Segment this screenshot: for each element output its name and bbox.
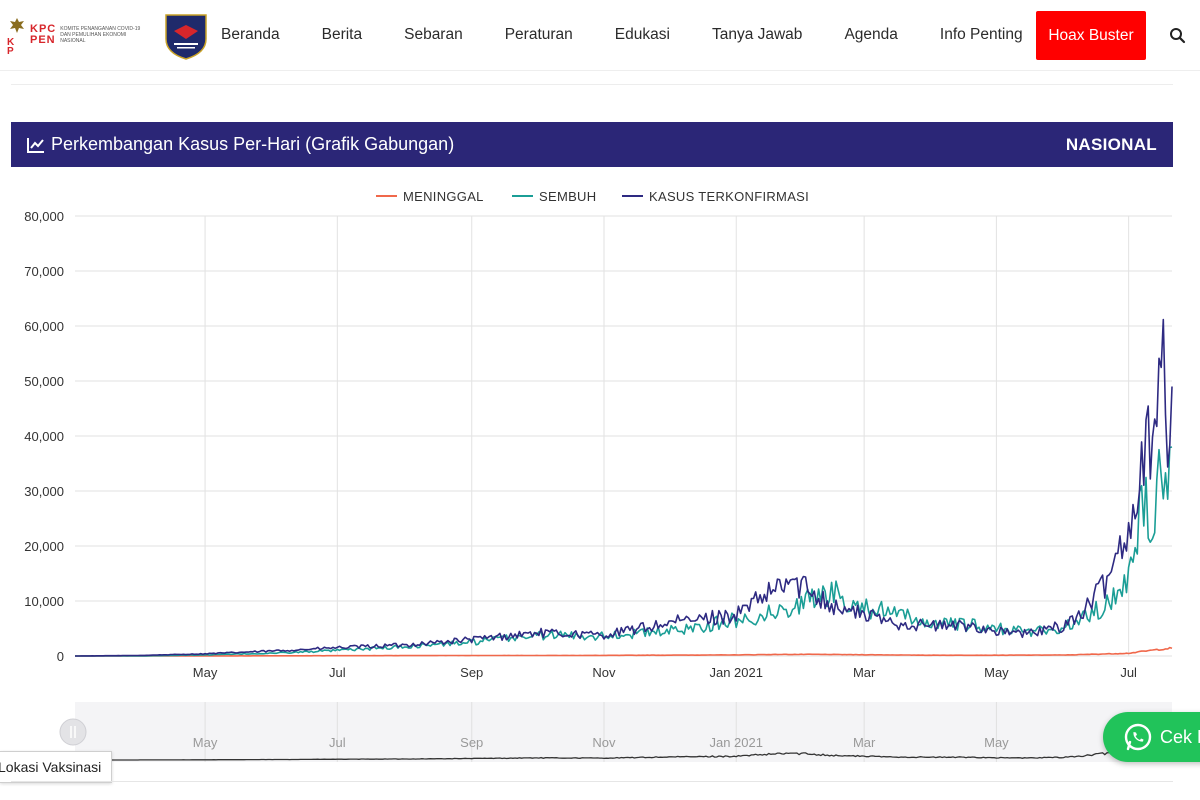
x-tick-label: Jul (329, 665, 346, 680)
daily-cases-chart: MENINGGAL SEMBUH KASUS TERKONFIRMASI 0 10,0… (24, 189, 1173, 762)
hoax-buster-button[interactable]: Hoax Buster (1036, 11, 1146, 60)
y-tick-label: 40,000 (24, 429, 64, 444)
x-tick-label: Nov (592, 665, 616, 680)
logo-letters-bottom: PEN (30, 34, 56, 46)
y-tick-label: 80,000 (24, 209, 64, 224)
chart-grid (75, 215, 1172, 657)
x-axis: May Jul Sep Nov Jan 2021 Mar May Jul (193, 665, 1137, 680)
y-tick-label: 60,000 (24, 319, 64, 334)
y-tick-label: 30,000 (24, 484, 64, 499)
series-line-sembuh[interactable] (75, 446, 1173, 657)
whatsapp-check-button[interactable]: Cek H (1103, 712, 1200, 762)
vaccination-location-button[interactable]: Lokasi Vaksinasi (0, 751, 113, 783)
x-tick-label: Sep (460, 665, 483, 680)
x-tick-label: May (984, 665, 1009, 680)
logo-letters: KPC PEN (30, 24, 56, 46)
line-chart-icon (27, 137, 45, 153)
navigator-tick-label: Jan 2021 (709, 735, 763, 750)
nav-item-info-penting[interactable]: Info Penting (939, 26, 1023, 43)
navigator-tick-label: Nov (592, 735, 616, 750)
y-tick-label: 70,000 (24, 264, 64, 279)
legend-label[interactable]: KASUS TERKONFIRMASI (649, 189, 809, 204)
top-navigation: K P KPC PEN Komite Penanganan COVID-19 d… (0, 0, 1200, 71)
chart-scope-label: NASIONAL (1065, 134, 1157, 154)
nav-item-sebaran[interactable]: Sebaran (404, 26, 463, 43)
nav-item-beranda[interactable]: Beranda (221, 26, 280, 43)
navigator-tick-label: Sep (460, 735, 483, 750)
y-tick-label: 50,000 (24, 374, 64, 389)
legend-label[interactable]: SEMBUH (539, 189, 596, 204)
logo-letters-top: KPC (30, 23, 57, 35)
x-tick-label: Jan 2021 (709, 665, 763, 680)
garuda-emblem-icon: K P (6, 15, 28, 55)
chart-panel-header: Perkembangan Kasus Per-Hari (Grafik Gabu… (11, 122, 1173, 167)
navigator-tick-label: Jul (329, 735, 346, 750)
x-tick-label: Jul (1120, 665, 1137, 680)
x-tick-label: May (193, 665, 218, 680)
range-navigator[interactable]: May Jul Sep Nov Jan 2021 Mar May (59, 702, 1173, 762)
search-icon[interactable] (1166, 22, 1190, 48)
legend-label[interactable]: MENINGGAL (403, 189, 484, 204)
nav-item-tanya-jawab[interactable]: Tanya Jawab (711, 26, 803, 43)
svg-text:P: P (7, 46, 14, 55)
site-logo[interactable]: K P KPC PEN Komite Penanganan COVID-19 d… (6, 8, 212, 62)
divider (11, 84, 1173, 85)
y-tick-label: 20,000 (24, 539, 64, 554)
y-axis: 0 10,000 20,000 30,000 40,000 50,000 60,000 70,… (24, 209, 64, 664)
navigator-tick-label: May (193, 735, 218, 750)
divider (11, 781, 1173, 782)
svg-text:K: K (7, 37, 15, 48)
nav-item-agenda[interactable]: Agenda (844, 26, 898, 43)
y-tick-label: 0 (57, 649, 64, 664)
nav-item-peraturan[interactable]: Peraturan (504, 26, 573, 43)
whatsapp-icon (1123, 722, 1153, 752)
navigator-left-handle[interactable] (59, 718, 87, 746)
series-line-meninggal[interactable] (75, 646, 1173, 657)
chart-series (75, 318, 1173, 657)
satgas-shield-icon (160, 9, 212, 61)
nav-item-berita[interactable]: Berita (321, 26, 363, 43)
navigator-background (75, 702, 1172, 762)
logo-caption: Komite Penanganan COVID-19 dan Pemulihan… (60, 26, 141, 44)
y-tick-label: 10,000 (24, 594, 64, 609)
navigator-tick-label: May (984, 735, 1009, 750)
navigator-tick-label: Mar (853, 735, 876, 750)
main-nav: Beranda Berita Sebaran Peraturan Edukasi… (200, 0, 1044, 70)
nav-item-edukasi[interactable]: Edukasi (614, 26, 670, 43)
chart-title: Perkembangan Kasus Per-Hari (Grafik Gabu… (51, 134, 455, 154)
x-tick-label: Mar (853, 665, 876, 680)
series-line-kasus-terkonfirmasi[interactable] (75, 318, 1173, 657)
chart-legend: MENINGGAL SEMBUH KASUS TERKONFIRMASI (376, 189, 809, 204)
whatsapp-label: Cek H (1160, 726, 1200, 747)
vaccination-location-label: Lokasi Vaksinasi (0, 759, 102, 775)
navigator-series-line (75, 728, 1173, 761)
